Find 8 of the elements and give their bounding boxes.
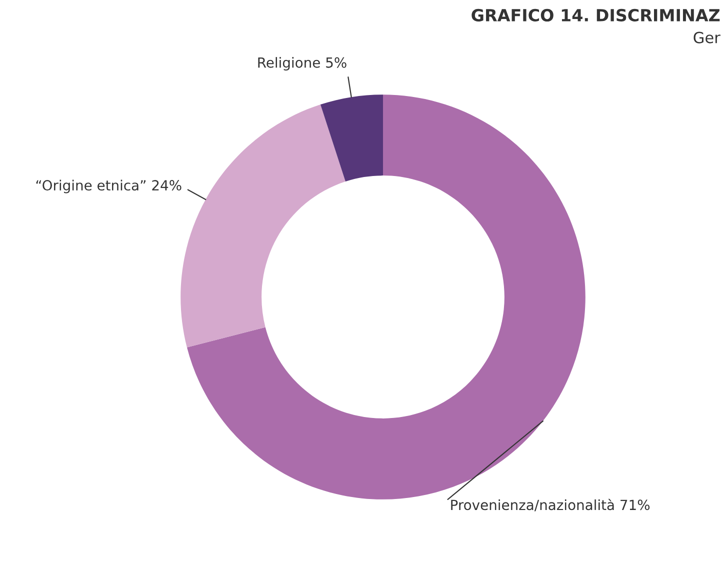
slice-label: Religione 5% [258, 57, 346, 71]
slice-label: Provenienza/nazionalità 71% [451, 498, 650, 512]
chart-title: GRAFICO 14. DISCRIMINAZ [472, 8, 720, 22]
donut-slice [320, 94, 383, 182]
text: Ger [694, 32, 720, 44]
donut-slice [180, 104, 346, 348]
slice-label: “Origine etnica” 24% [36, 180, 182, 194]
donut-slice [186, 94, 586, 500]
